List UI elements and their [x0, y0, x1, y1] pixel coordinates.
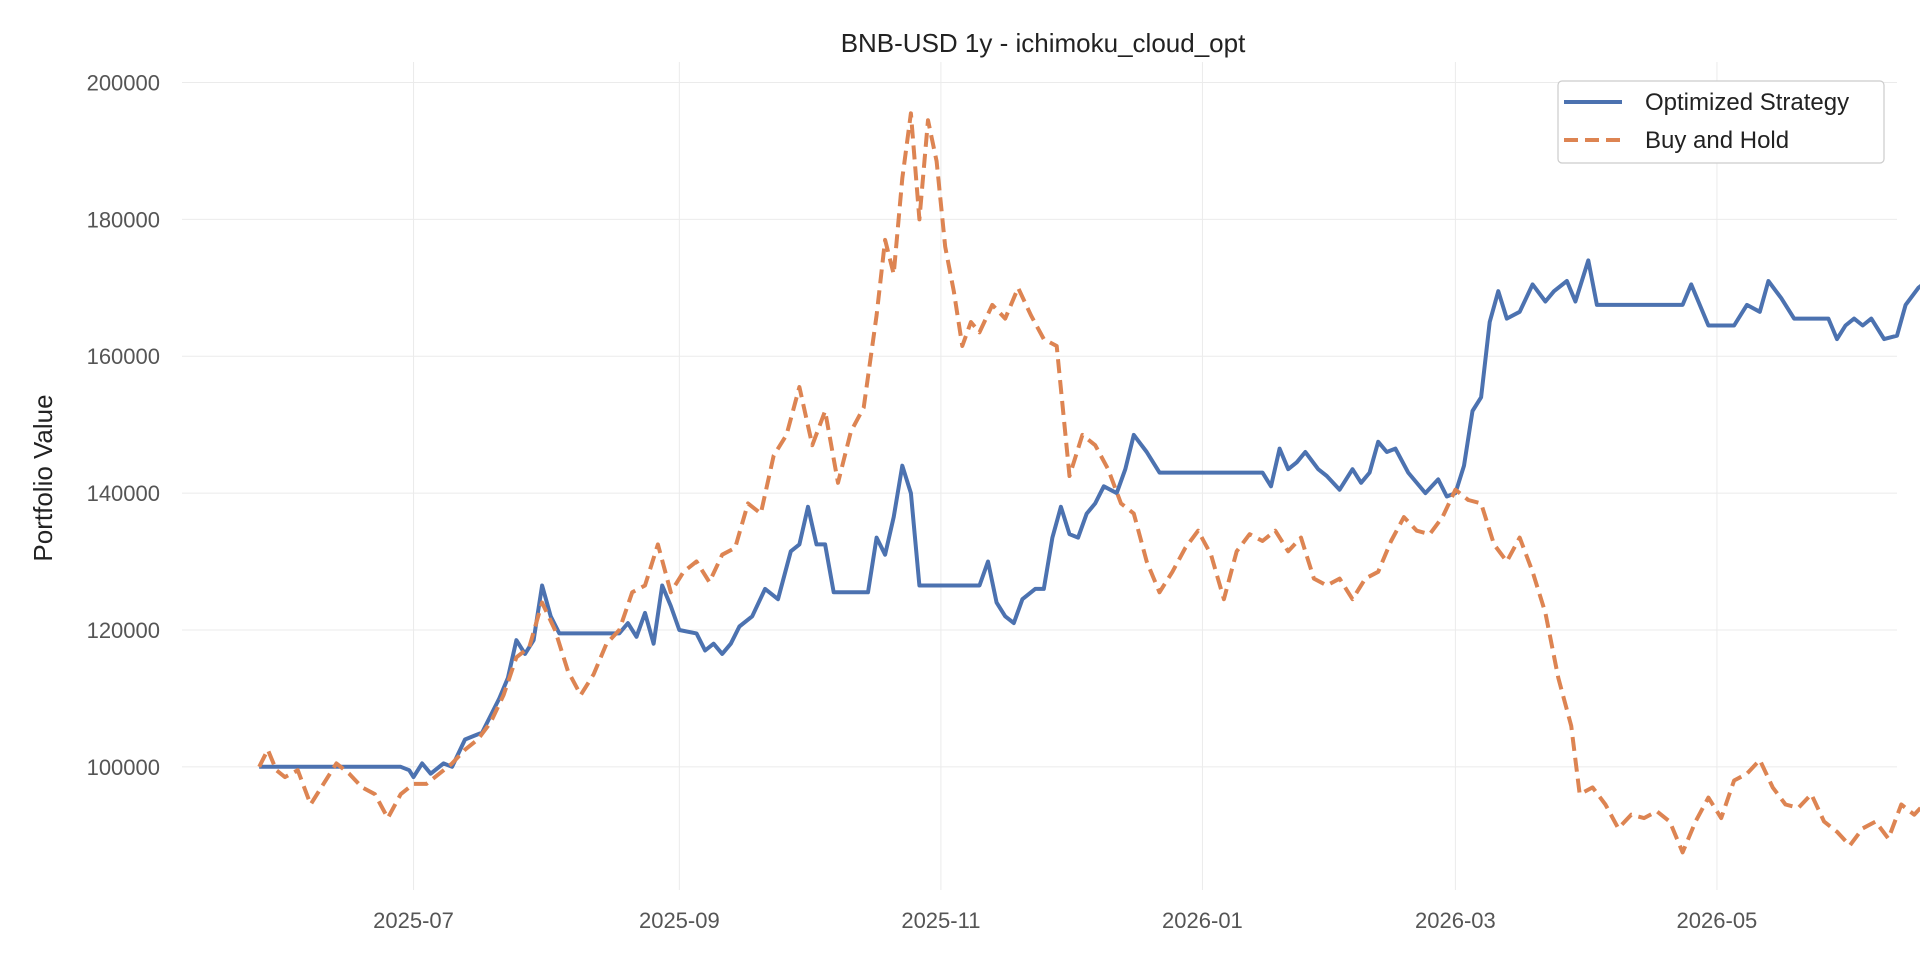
series-line-buy-and-hold: [257, 111, 1920, 855]
x-tick-label: 2025-07: [373, 908, 454, 933]
x-tick-label: 2025-11: [901, 908, 980, 933]
legend: Optimized Strategy Buy and Hold: [1557, 80, 1885, 164]
x-tick-label: 2026-03: [1415, 908, 1496, 933]
y-tick-label: 200000: [87, 71, 160, 96]
grid: [182, 62, 1897, 890]
y-tick-label: 180000: [87, 207, 160, 232]
legend-box: [1557, 80, 1885, 164]
y-tick-label: 120000: [87, 618, 160, 643]
x-tick-label: 2026-01: [1162, 908, 1243, 933]
legend-label-buyhold: Buy and Hold: [1645, 127, 1789, 154]
y-axis: 100000 120000 140000 160000 180000 200000: [87, 71, 160, 780]
chart-title: BNB-USD 1y - ichimoku_cloud_opt: [841, 28, 1246, 58]
y-tick-label: 160000: [87, 344, 160, 369]
y-axis-label: Portfolio Value: [28, 394, 58, 561]
series-line-optimized-strategy: [259, 258, 1920, 780]
x-tick-label: 2026-05: [1677, 908, 1758, 933]
x-tick-label: 2025-09: [639, 908, 720, 933]
y-tick-label: 140000: [87, 481, 160, 506]
y-tick-label: 100000: [87, 755, 160, 780]
plot-area: [257, 111, 1920, 855]
x-axis: 2025-07 2025-09 2025-11 2026-01 2026-03 2026-…: [373, 908, 1757, 933]
legend-label-optimized: Optimized Strategy: [1645, 89, 1849, 116]
